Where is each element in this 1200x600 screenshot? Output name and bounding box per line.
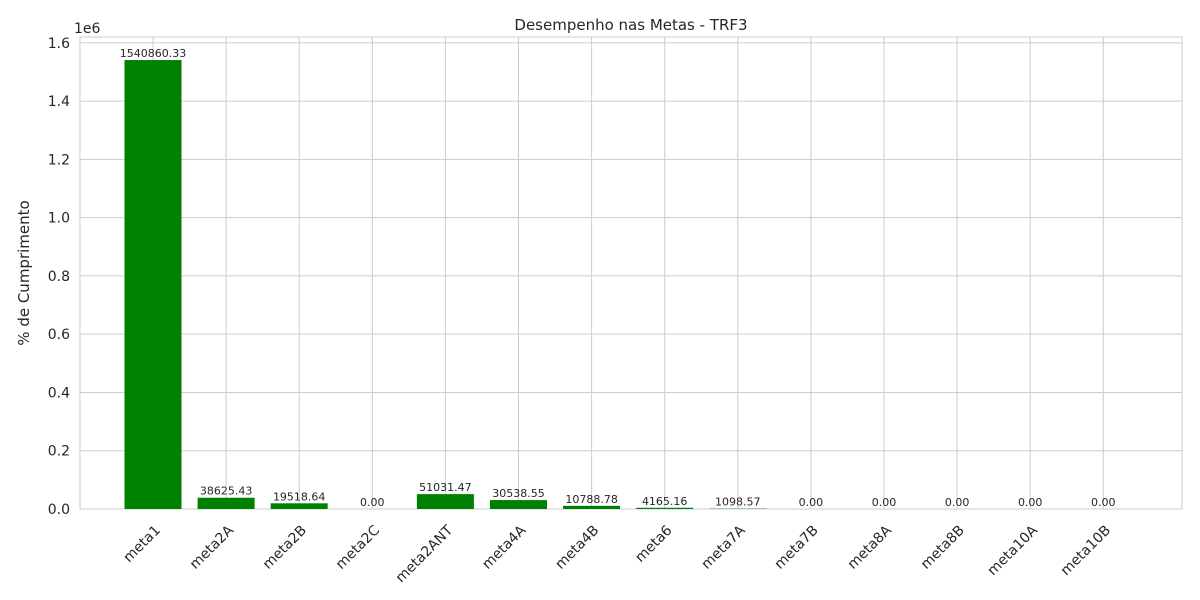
- y-tick-label: 1.4: [48, 94, 70, 110]
- y-tick-label: 1.0: [48, 211, 70, 227]
- bar-value-label: 38625.43: [200, 485, 253, 498]
- bar-meta4A: [490, 500, 547, 509]
- y-tick-label: 1.2: [48, 152, 70, 168]
- bar-value-label: 0.00: [872, 496, 897, 509]
- bar-value-label: 1540860.33: [120, 47, 186, 60]
- y-tick-label: 0.6: [48, 327, 70, 343]
- bar-meta2B: [270, 503, 328, 509]
- plot-area: [79, 36, 1183, 510]
- bar-meta6: [636, 507, 694, 509]
- bar-value-label: 51031.47: [419, 481, 472, 494]
- bar-value-label: 4165.16: [642, 495, 688, 508]
- x-tick-label: meta4B: [552, 523, 602, 573]
- x-tick-label: meta8B: [918, 523, 968, 573]
- y-axis-title: % de Cumprimento: [15, 200, 33, 345]
- x-tick-label: meta4A: [479, 522, 529, 572]
- x-tick-label: meta6: [632, 522, 675, 565]
- bar-value-label: 10788.78: [565, 493, 618, 506]
- bar-meta4B: [563, 505, 621, 509]
- bar-labels: 1540860.33 38625.43 19518.64 0.00 51031.47 30…: [120, 47, 1116, 509]
- y-offset-label: 1e6: [74, 21, 101, 37]
- x-tick-label: meta2C: [333, 522, 383, 572]
- x-tick-label: meta1: [121, 523, 164, 566]
- chart-title: Desempenho nas Metas - TRF3: [514, 16, 747, 34]
- x-tick-label: meta10A: [985, 522, 1042, 579]
- y-tick-label: 0.2: [48, 444, 70, 460]
- y-tick-label: 0.8: [48, 269, 70, 285]
- x-tick-label: meta2ANT: [393, 522, 457, 586]
- y-tick-label: 0.4: [48, 385, 70, 401]
- x-tick-labels: meta1 meta2A meta2B meta2C meta2ANT meta4A met…: [121, 522, 1115, 586]
- bar-value-label: 30538.55: [492, 487, 545, 500]
- bar-meta2A: [197, 497, 255, 509]
- y-tick-label: 1.6: [48, 36, 70, 52]
- y-tick-labels: 0.0 0.2 0.4 0.6 0.8 1.0 1.2 1.4 1.6: [48, 36, 70, 518]
- bar-value-label: 0.00: [945, 496, 970, 509]
- x-tick-label: meta2B: [260, 523, 310, 573]
- x-tick-label: meta2A: [187, 522, 237, 572]
- x-tick-label: meta7A: [699, 522, 749, 572]
- bar-value-label: 0.00: [799, 496, 824, 509]
- bar-value-label: 19518.64: [273, 490, 326, 503]
- bar-value-label: 1098.57: [715, 496, 761, 509]
- x-tick-label: meta7B: [772, 523, 822, 573]
- y-tick-label: 0.0: [48, 502, 70, 518]
- bar-meta2ANT: [416, 494, 474, 509]
- bar-value-label: 0.00: [1091, 496, 1116, 509]
- bars: [124, 60, 767, 509]
- x-tick-label: meta8A: [845, 522, 895, 572]
- x-tick-label: meta10B: [1058, 523, 1114, 579]
- grid: [80, 37, 1182, 510]
- bar-value-label: 0.00: [1018, 496, 1043, 509]
- bar-value-label: 0.00: [360, 496, 385, 509]
- bar-meta1: [124, 60, 182, 509]
